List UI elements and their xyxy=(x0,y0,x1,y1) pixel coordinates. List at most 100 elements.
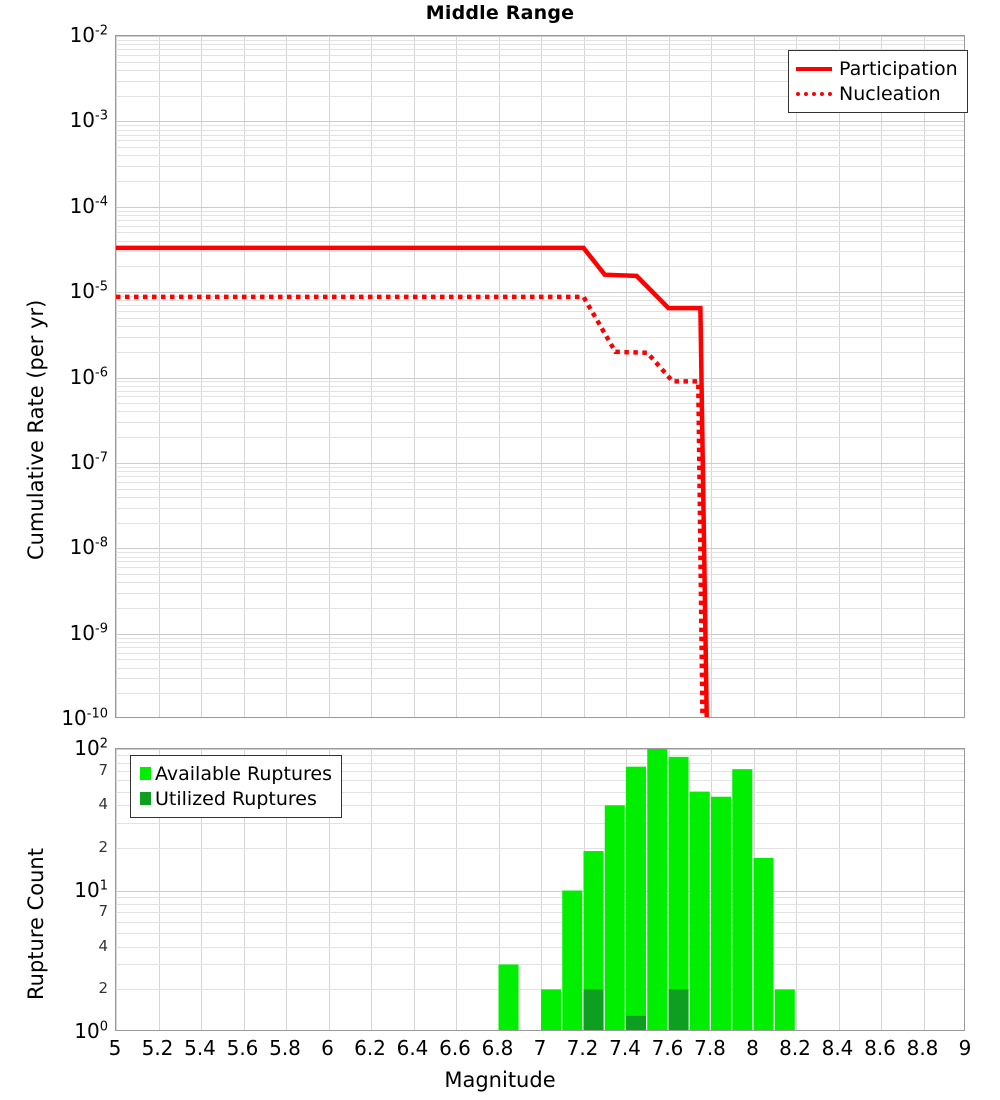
gridline-vertical xyxy=(371,36,372,717)
gridline-vertical xyxy=(243,749,245,1030)
gridline-vertical xyxy=(243,36,245,717)
gridline-horizontal xyxy=(116,780,964,782)
bar-available xyxy=(647,749,668,1030)
gridline-horizontal xyxy=(116,385,964,387)
gridline-vertical xyxy=(456,749,457,1030)
x-tick-label: 5.4 xyxy=(184,1036,216,1060)
bar-available xyxy=(626,766,647,1030)
gridline-horizontal xyxy=(116,266,964,268)
x-tick-label: 8.2 xyxy=(779,1036,811,1060)
plot-area-mfd xyxy=(115,35,965,718)
y-tick-label: 102 xyxy=(74,736,108,760)
gridline-vertical xyxy=(158,36,160,717)
x-tick-label: 9 xyxy=(958,1036,972,1060)
gridline-horizontal xyxy=(116,390,964,392)
gridline-horizontal xyxy=(116,693,964,695)
gridline-horizontal xyxy=(116,921,964,923)
x-tick-label: 6.8 xyxy=(481,1036,514,1060)
gridline-vertical xyxy=(881,36,882,717)
gridline-horizontal xyxy=(116,326,964,328)
y-ticks-top: 10-2 10-3 10-4 10-5 10-6 10-7 10-8 10-9 10-10 xyxy=(0,23,108,730)
gridline-vertical xyxy=(711,36,712,717)
gridline-vertical xyxy=(498,749,500,1030)
x-tick-label: 7.8 xyxy=(694,1036,726,1060)
legend-item[interactable]: Available Ruptures xyxy=(138,761,332,786)
gridline-vertical xyxy=(881,749,882,1030)
gridline-horizontal xyxy=(116,292,964,294)
gridline-horizontal xyxy=(116,215,964,217)
gridline-vertical xyxy=(413,749,415,1030)
gridline-horizontal xyxy=(116,946,964,948)
gridline-horizontal xyxy=(116,61,964,63)
y-tick-label: 101 xyxy=(74,877,108,902)
gridline-horizontal xyxy=(116,805,964,807)
y-tick-label-minor: 4 xyxy=(98,795,108,814)
gridline-horizontal xyxy=(116,989,964,991)
legend-label: Available Ruptures xyxy=(155,762,332,785)
gridline-horizontal xyxy=(116,659,964,661)
series-line-participation xyxy=(116,245,709,717)
gridline-horizontal xyxy=(116,607,964,609)
y-tick-label-minor: 2 xyxy=(98,979,108,998)
y-tick-label-minor: 7 xyxy=(98,760,108,779)
gridline-horizontal xyxy=(116,422,964,424)
gridline-horizontal xyxy=(116,770,964,772)
y-tick-label-minor: 2 xyxy=(98,837,108,856)
gridline-horizontal xyxy=(116,912,964,914)
legend-item[interactable]: Nucleation xyxy=(796,81,958,106)
gridline-horizontal xyxy=(116,351,964,353)
y-tick-label: 10-10 xyxy=(61,706,108,730)
gridline-horizontal xyxy=(116,476,964,478)
gridlines-top xyxy=(116,36,964,717)
x-tick-label: 5.6 xyxy=(226,1036,259,1060)
gridline-horizontal xyxy=(116,678,964,680)
legend-label: Nucleation xyxy=(839,82,941,105)
gridline-horizontal xyxy=(116,462,964,464)
gridline-horizontal xyxy=(116,411,964,413)
gridline-horizontal xyxy=(116,39,964,41)
gridline-vertical xyxy=(116,749,117,1030)
gridline-horizontal xyxy=(116,552,964,554)
y-tick-label: 100 xyxy=(74,1019,108,1043)
gridline-horizontal xyxy=(116,125,964,127)
x-tick-label: 6.6 xyxy=(439,1036,471,1060)
legend-label: Utilized Ruptures xyxy=(155,787,317,810)
bar-utilized xyxy=(626,1015,647,1030)
gridline-horizontal xyxy=(116,225,964,227)
gridline-horizontal xyxy=(116,522,964,524)
gridline-horizontal xyxy=(116,556,964,558)
gridline-horizontal xyxy=(116,437,964,439)
x-tick-label: 8.6 xyxy=(864,1036,896,1060)
gridline-vertical xyxy=(796,749,797,1030)
bar-available xyxy=(711,796,732,1030)
gridline-horizontal xyxy=(116,637,964,639)
gridline-vertical xyxy=(456,36,457,717)
gridline-horizontal xyxy=(116,44,964,46)
legend-item[interactable]: Utilized Ruptures xyxy=(138,786,332,811)
y-tick-label: 10-4 xyxy=(69,193,108,218)
gridline-horizontal xyxy=(116,300,964,302)
gridline-vertical xyxy=(116,36,117,717)
legend-swatch-box-icon xyxy=(140,767,151,780)
legend-item[interactable]: Participation xyxy=(796,56,958,81)
gridline-horizontal xyxy=(116,206,964,208)
gridline-horizontal xyxy=(116,548,964,550)
y-tick-label: 10-2 xyxy=(69,23,108,47)
gridline-horizontal xyxy=(116,646,964,648)
gridline-horizontal xyxy=(116,667,964,669)
y-tick-label: 10-5 xyxy=(69,279,108,304)
x-tick-label: 7.6 xyxy=(651,1036,684,1060)
gridline-vertical xyxy=(286,36,287,717)
gridline-vertical xyxy=(371,749,372,1030)
mfd-curves xyxy=(116,245,709,717)
y-tick-label: 10-6 xyxy=(69,364,108,389)
legend-rupture-count: Available Ruptures Utilized Ruptures xyxy=(130,755,342,818)
gridline-horizontal xyxy=(116,847,964,849)
gridline-horizontal xyxy=(116,933,964,935)
gridline-horizontal xyxy=(116,210,964,212)
gridline-horizontal xyxy=(116,54,964,56)
gridline-horizontal xyxy=(116,890,964,892)
x-tick-label: 7.4 xyxy=(609,1036,641,1060)
y-tick-label-minor: 4 xyxy=(98,936,108,955)
gridline-horizontal xyxy=(116,219,964,221)
